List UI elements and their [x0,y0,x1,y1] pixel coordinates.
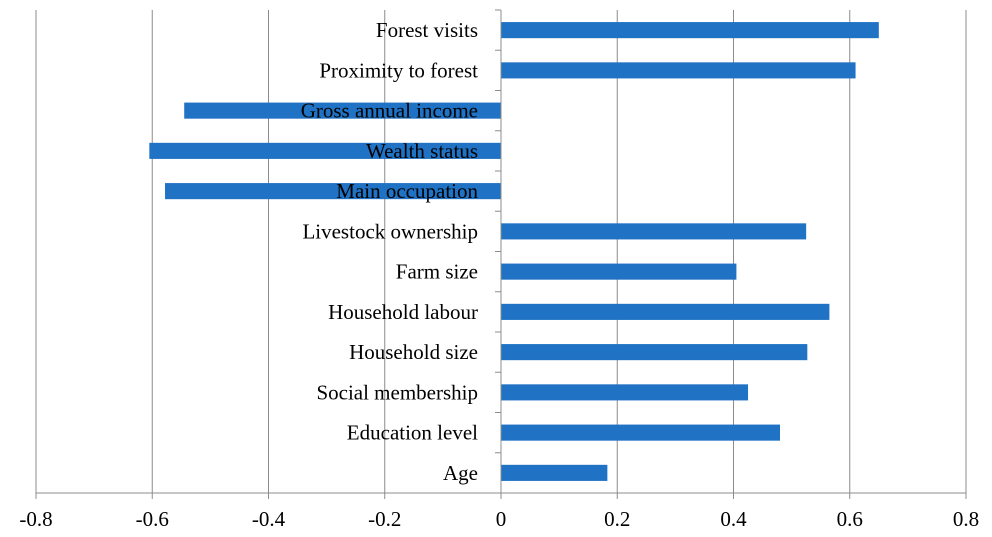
bar [501,384,749,401]
bar [165,183,501,200]
category-label: Gross annual income [301,99,478,123]
bars [149,22,879,481]
bar [501,263,737,280]
x-tick-label: 0 [496,507,507,531]
category-label: Social membership [316,380,478,404]
category-label: Forest visits [376,18,478,42]
bar [501,424,780,441]
x-tick-label: 0.2 [604,507,630,531]
category-label: Livestock ownership [302,219,478,243]
x-tick-label: 0.6 [837,507,863,531]
bar [184,102,501,119]
x-tick-label: -0.6 [136,507,169,531]
x-tick-label: -0.2 [368,507,401,531]
bar [501,22,879,39]
category-labels: Forest visits Proximity to forest Gross an… [301,18,479,485]
category-label: Education level [347,421,478,445]
x-tick-label: -0.4 [252,507,286,531]
bar [501,62,856,79]
bar [501,464,608,481]
bar [501,223,807,240]
x-tick-label: 0.8 [953,507,979,531]
category-label: Proximity to forest [319,58,478,82]
bar [149,142,501,159]
category-label: Farm size [396,260,478,284]
bar [501,344,808,361]
category-label: Wealth status [366,139,478,163]
category-label: Main occupation [336,179,478,203]
category-label: Age [443,461,478,485]
gridlines [35,10,967,493]
category-label: Household labour [328,300,478,324]
category-label: Household size [349,340,478,364]
bar [501,303,830,320]
x-tick-label: -0.8 [19,507,52,531]
axes [35,9,967,499]
x-tick-label: 0.4 [720,507,747,531]
tick-labels: -0.8 -0.6 -0.4 -0.2 0 0.2 0.4 0.6 0.8 [19,507,979,531]
